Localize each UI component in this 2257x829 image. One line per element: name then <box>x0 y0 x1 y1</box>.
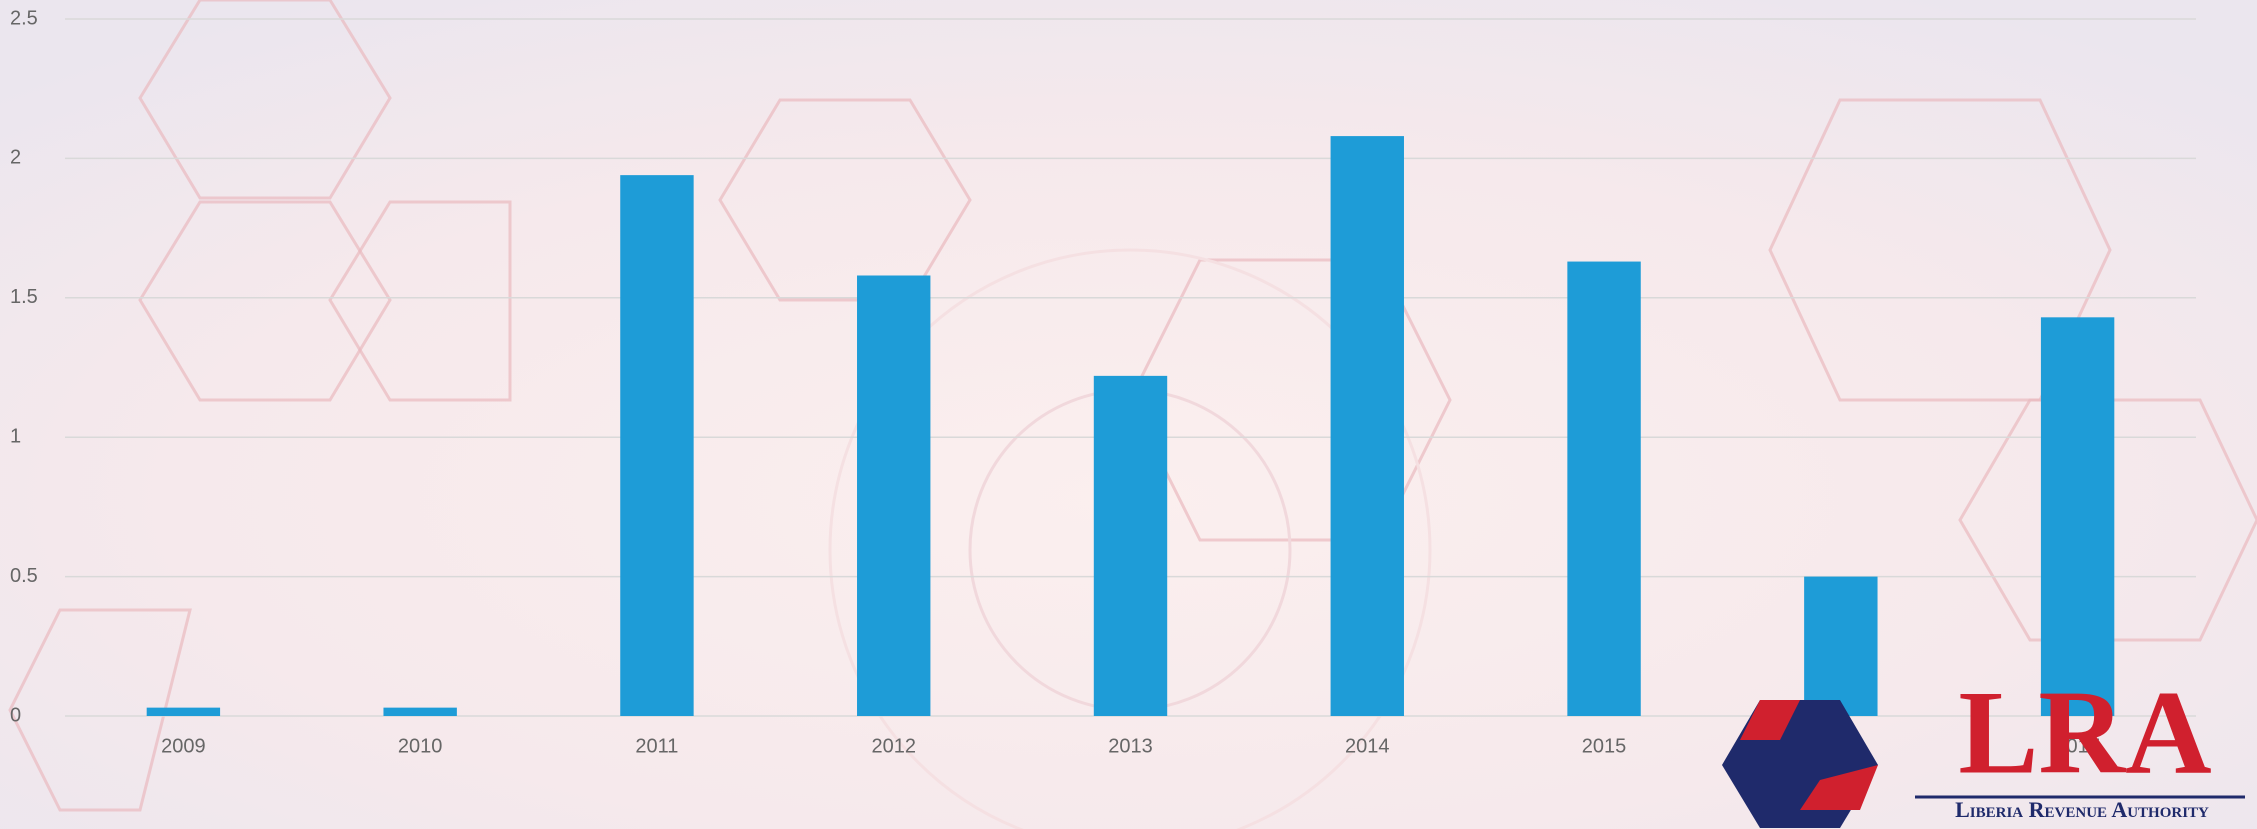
y-tick-label: 2.5 <box>10 7 38 29</box>
bar <box>1331 136 1404 716</box>
bar <box>383 708 456 716</box>
y-tick-label: 2 <box>10 147 21 169</box>
y-tick-label: 1.5 <box>10 286 38 308</box>
x-tick-label: 2011 <box>635 735 678 757</box>
logo-title: LRA <box>1958 666 2211 799</box>
x-tick-label: 2012 <box>871 735 916 757</box>
y-tick-label: 0 <box>10 704 21 726</box>
chart: 0 0.5 1 1.5 2 2.5 2009 2010 2011 2012 2013 2014 2015… <box>0 0 2257 829</box>
x-tick-label: 2009 <box>161 735 206 757</box>
x-tick-label: 2013 <box>1108 735 1153 757</box>
bar <box>857 275 930 716</box>
bar <box>620 175 693 716</box>
x-tick-label: 2015 <box>1582 735 1627 757</box>
bar <box>147 708 220 716</box>
bar <box>1804 577 1877 716</box>
y-tick-label: 1 <box>10 425 21 447</box>
y-tick-label: 0.5 <box>10 565 38 587</box>
x-tick-label: 2014 <box>1345 735 1390 757</box>
x-tick-label: 2010 <box>398 735 443 757</box>
bar <box>1094 376 1167 716</box>
logo-subtitle: Liberia Revenue Authority <box>1955 797 2209 822</box>
bar <box>1567 262 1640 716</box>
bar <box>2041 317 2114 716</box>
